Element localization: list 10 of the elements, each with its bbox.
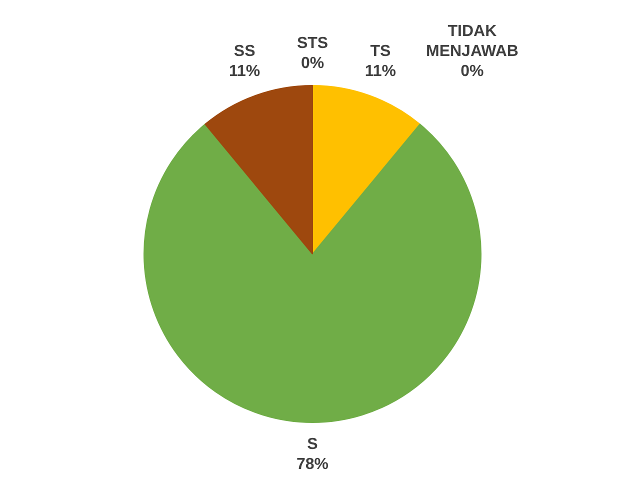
data-label: 11%	[229, 62, 260, 80]
slice-label: S	[307, 436, 318, 453]
text: 0%	[460, 62, 484, 80]
data-label: 11%	[364, 62, 396, 80]
slice-label: TS	[370, 42, 391, 60]
slice-label: SS	[234, 42, 256, 60]
text: 0%	[300, 54, 324, 72]
category-label: TIDAK MENJAWAB	[426, 22, 518, 60]
category-label: STS	[296, 34, 328, 52]
data-label: 78%	[296, 456, 329, 473]
